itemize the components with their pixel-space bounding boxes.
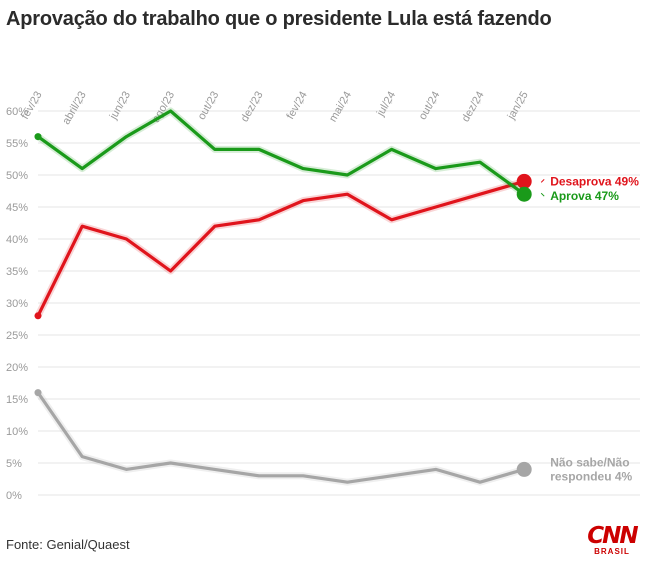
y-tick-label: 5% [6, 458, 22, 470]
x-tick-label: out/23 [196, 90, 222, 122]
series-start-point [34, 312, 42, 320]
series-start-point [34, 133, 42, 141]
y-tick-label: 0% [6, 490, 22, 502]
label-connector [540, 179, 545, 183]
y-tick-label: 30% [6, 298, 28, 310]
series-glow [34, 389, 528, 486]
series-glow [34, 107, 528, 198]
x-tick-label: dez/23 [239, 90, 266, 125]
desaprova-label: Desaprova 49% [550, 174, 639, 188]
y-tick-label: 50% [6, 170, 28, 182]
line-chart: 0% 5% 10% 15% 20% 25% 30% 35% 40% 45% 50% 55% 60% fe… [6, 90, 640, 502]
y-axis-ticks: 0% 5% 10% 15% 20% 25% 30% 35% 40% 45% 50% 55% 60% [6, 106, 28, 502]
series-labels: Desaprova 49%Aprova 47% Não sabe/Não respo… [540, 174, 639, 483]
logo-sub-text: BRASIL [594, 547, 630, 556]
y-tick-label: 35% [6, 266, 28, 278]
series-end-point [516, 173, 532, 189]
grid-lines [37, 96, 640, 496]
series-line [36, 179, 526, 318]
x-tick-label: dez/24 [460, 90, 487, 125]
series-line [36, 391, 526, 484]
x-tick-label: mai/24 [327, 90, 354, 125]
x-tick-label: jun/23 [107, 90, 133, 123]
x-tick-label: out/24 [417, 90, 443, 122]
series-end-point [516, 186, 532, 202]
y-tick-label: 20% [6, 362, 28, 374]
y-tick-label: 10% [6, 426, 28, 438]
source-note: Fonte: Genial/Quaest [6, 537, 130, 552]
y-tick-label: 15% [6, 394, 28, 406]
series-line [36, 109, 526, 196]
series-lines [34, 107, 532, 486]
logo-main-text: CNN [587, 523, 638, 549]
label-connector [540, 192, 545, 197]
y-tick-label: 40% [6, 234, 28, 246]
y-tick-label: 25% [6, 330, 28, 342]
y-tick-label: 60% [6, 106, 28, 118]
series-end-point [516, 461, 532, 477]
chart-title: Aprovação do trabalho que o presidente L… [6, 8, 552, 30]
x-tick-label: fev/24 [284, 90, 309, 122]
nao-sabe-label: Não sabe/Não respondeu 4% [550, 455, 632, 483]
x-tick-label: jan/25 [505, 90, 531, 123]
x-axis-ticks: fev/23 abril/23 jun/23 ago/23 out/23 dez/23 fe… [19, 90, 531, 127]
x-tick-label: abril/23 [60, 90, 88, 127]
x-tick-label: jul/24 [374, 90, 398, 120]
series-start-point [34, 389, 42, 397]
cnn-brasil-logo: CNN BRASIL [586, 525, 638, 557]
aprova-label: Aprova 47% [550, 189, 619, 203]
y-tick-label: 55% [6, 138, 28, 150]
y-tick-label: 45% [6, 202, 28, 214]
